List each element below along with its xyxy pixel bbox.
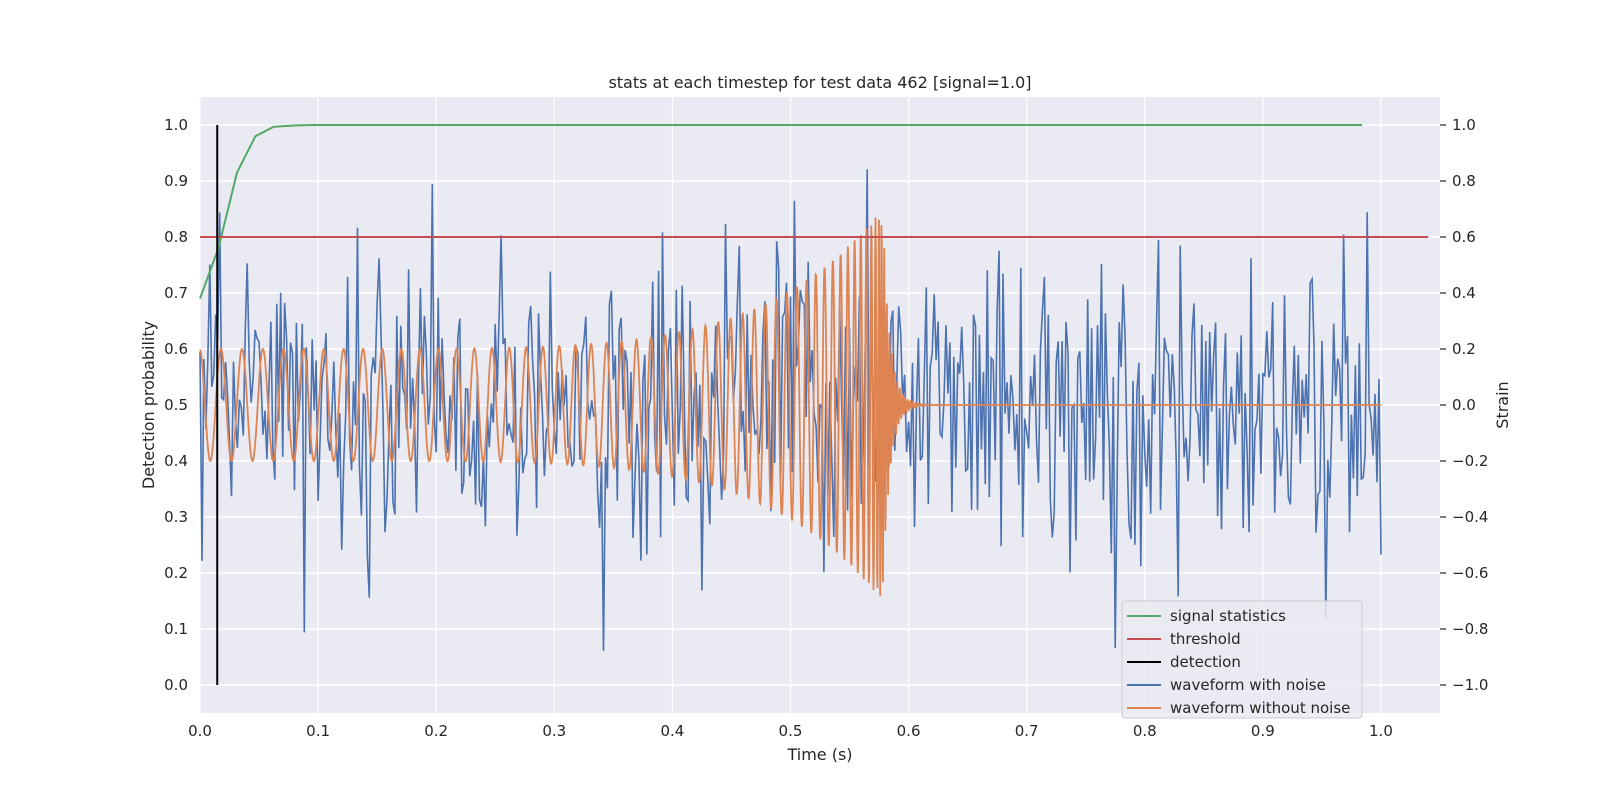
legend-item-detection: detection	[1127, 653, 1241, 671]
x-tick-label: 0.7	[1015, 722, 1039, 740]
waveform-without-noise-line	[199, 217, 1381, 597]
y-tick-label: 1.0	[164, 116, 188, 134]
legend-label-signal: signal statistics	[1170, 607, 1286, 625]
x-tick-label: 0.8	[1133, 722, 1157, 740]
y2-tick-label: −0.4	[1452, 508, 1488, 526]
y-tick-label: 0.6	[164, 340, 188, 358]
x-tick-label: 0.4	[660, 722, 684, 740]
y2-tick-label: 0.2	[1452, 340, 1476, 358]
legend-item-clean: waveform without noise	[1127, 699, 1350, 717]
y2-tick-label: −0.2	[1452, 452, 1488, 470]
legend-box	[1121, 600, 1363, 719]
y2-tick-label: 0.8	[1452, 172, 1476, 190]
x-tick-label: 0.2	[424, 722, 448, 740]
y-tick-label: 0.4	[164, 452, 188, 470]
y-tick-label: 0.1	[164, 620, 188, 638]
y2-tick-label: −1.0	[1452, 676, 1488, 694]
legend-label-threshold: threshold	[1170, 630, 1241, 648]
x-tick-label: 0.5	[779, 722, 803, 740]
legend-label-clean: waveform without noise	[1170, 699, 1350, 717]
legend-label-detection: detection	[1170, 653, 1241, 671]
y-tick-label: 0.8	[164, 228, 188, 246]
series-layer	[199, 124, 1429, 685]
y2-tick-label: −0.8	[1452, 620, 1488, 638]
y-tick-label: 0.0	[164, 676, 188, 694]
signal-statistics-line	[199, 124, 1363, 299]
x-tick-label: 0.1	[306, 722, 330, 740]
y-tick-label: 0.9	[164, 172, 188, 190]
y-tick-label: 0.2	[164, 564, 188, 582]
y2-tick-label: 0.4	[1452, 284, 1476, 302]
legend-item-noisy: waveform with noise	[1127, 676, 1326, 694]
y2-axis-label: Strain	[1493, 381, 1512, 428]
x-tick-label: 1.0	[1369, 722, 1393, 740]
tick-labels: 0.0 0.1 0.2 0.3 0.4 0.5 0.6 0.7 0.8 0.9 1.0 0.0 0.1 0…	[164, 116, 1488, 740]
x-tick-label: 0.6	[897, 722, 921, 740]
x-tick-label: 0.9	[1251, 722, 1275, 740]
y-tick-label: 0.7	[164, 284, 188, 302]
y-axis-label: Detection probability	[139, 321, 158, 489]
y-tick-label: 0.5	[164, 396, 188, 414]
chart-title: stats at each timestep for test data 462…	[608, 73, 1031, 92]
legend-item-threshold: threshold	[1127, 630, 1241, 648]
y-tick-label: 0.3	[164, 508, 188, 526]
waveform-with-noise-line	[199, 169, 1382, 651]
x-tick-label: 0.3	[542, 722, 566, 740]
x-axis-label: Time (s)	[786, 745, 852, 764]
y2-tick-label: 0.6	[1452, 228, 1476, 246]
y2-tick-label: 1.0	[1452, 116, 1476, 134]
y2-tick-label: −0.6	[1452, 564, 1488, 582]
y2-tick-label: 0.0	[1452, 396, 1476, 414]
legend-item-signal: signal statistics	[1127, 607, 1286, 625]
legend-label-noisy: waveform with noise	[1170, 676, 1326, 694]
x-tick-label: 0.0	[188, 722, 212, 740]
legend: signal statistics threshold detection wa…	[1121, 600, 1363, 719]
